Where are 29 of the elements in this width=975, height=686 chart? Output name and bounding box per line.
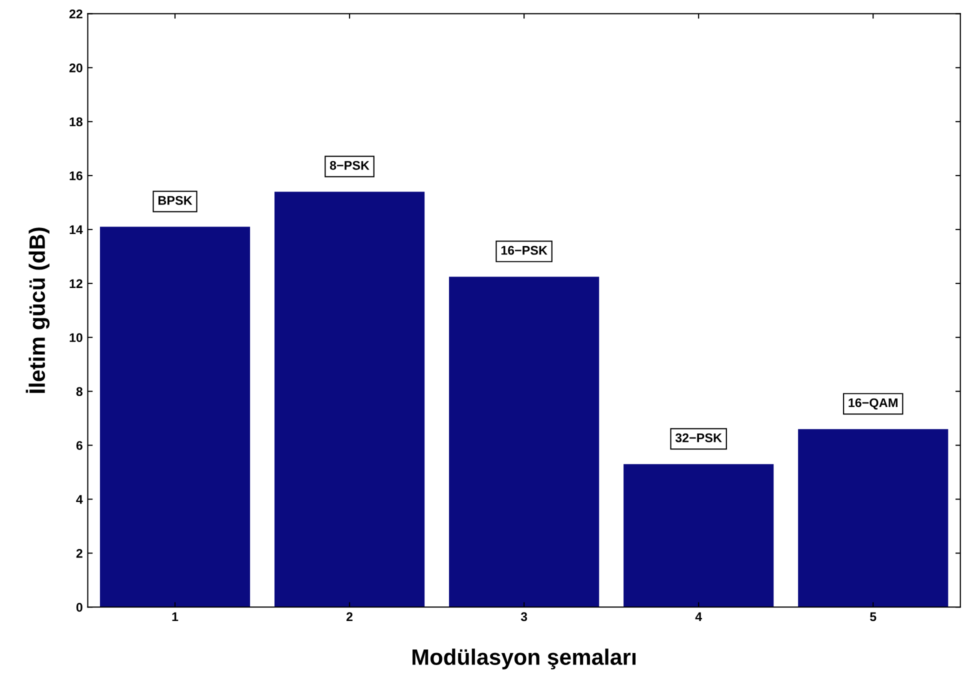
x-tick-label: 5 [870, 612, 876, 622]
x-axis-title: Modülasyon şemaları [412, 648, 636, 670]
annotation: 8−PSK [330, 160, 370, 170]
y-tick-label: 16 [70, 171, 82, 180]
bar [274, 192, 425, 608]
y-tick-label: 6 [76, 441, 82, 450]
annotation: 16−QAM [848, 398, 898, 410]
annotation: BPSK [158, 196, 192, 205]
x-tick-label: 3 [520, 612, 528, 622]
y-axis-title: İletim gücü (dB) [26, 228, 50, 393]
x-tick-label: 2 [346, 612, 353, 622]
y-tick-label: 18 [70, 117, 83, 126]
x-tick-label: 1 [172, 612, 178, 622]
bar [449, 276, 600, 608]
y-tick-label: 20 [69, 63, 82, 72]
y-tick-label: 4 [76, 495, 83, 504]
bar [100, 226, 250, 608]
annotation: 32−PSK [675, 433, 722, 442]
y-tick-label: 22 [69, 10, 82, 18]
y-tick-label: 8 [76, 387, 83, 396]
bar [798, 429, 948, 608]
y-tick-label: 14 [70, 225, 83, 234]
annotation: 16−PSK [501, 246, 548, 255]
y-tick-label: 2 [76, 548, 82, 558]
y-tick-label: 10 [70, 333, 82, 342]
x-tick-label: 4 [695, 612, 702, 622]
y-tick-label: 0 [76, 602, 82, 612]
bar [624, 464, 774, 608]
y-tick-label: 12 [70, 279, 82, 288]
